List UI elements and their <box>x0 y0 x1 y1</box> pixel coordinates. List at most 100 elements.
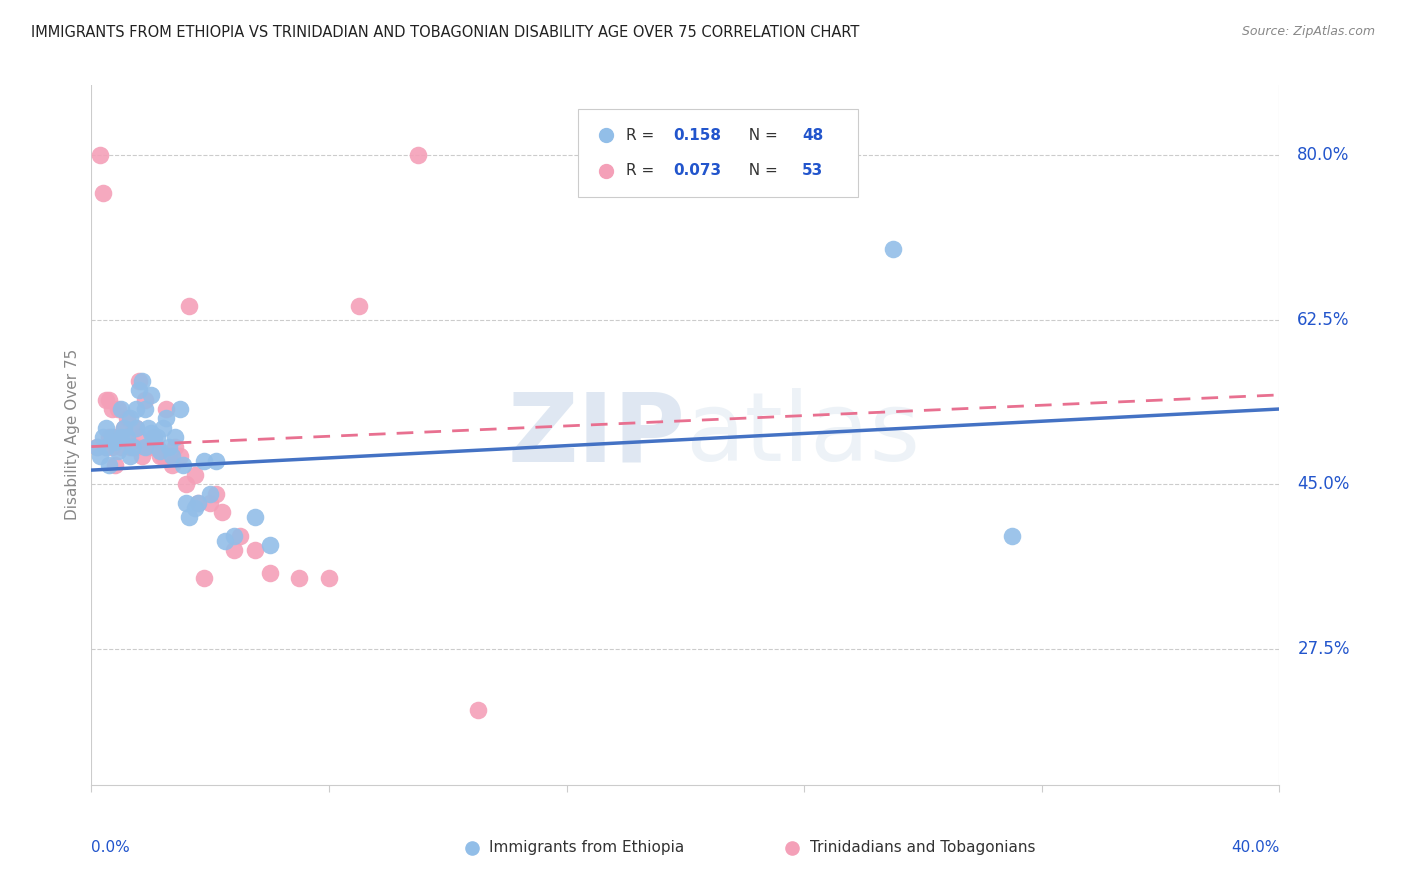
Point <box>118 440 141 454</box>
Point <box>193 571 215 585</box>
Point <box>107 444 129 458</box>
Point <box>125 402 148 417</box>
Point <box>176 496 198 510</box>
Point <box>125 421 148 435</box>
Point <box>155 402 177 417</box>
Point <box>118 449 141 463</box>
Point <box>184 467 207 482</box>
Point <box>145 440 167 454</box>
Point <box>200 486 222 500</box>
Point <box>163 430 186 444</box>
Point <box>160 458 183 473</box>
Point <box>139 388 162 402</box>
Point <box>131 374 153 388</box>
Text: 45.0%: 45.0% <box>1298 475 1350 493</box>
Point <box>149 444 172 458</box>
Point <box>152 421 174 435</box>
Point <box>136 421 159 435</box>
Point <box>259 566 281 581</box>
Point <box>160 449 183 463</box>
Point <box>200 496 222 510</box>
Text: 0.073: 0.073 <box>673 163 721 178</box>
Point <box>107 402 129 417</box>
Point <box>205 453 228 467</box>
Point <box>96 421 118 435</box>
Point <box>157 440 180 454</box>
Point <box>243 510 266 524</box>
Text: 53: 53 <box>801 163 823 178</box>
Text: 40.0%: 40.0% <box>1232 840 1279 855</box>
Point <box>96 440 118 454</box>
Point <box>89 148 111 162</box>
Point <box>205 486 228 500</box>
Point <box>112 421 135 435</box>
Point <box>104 434 127 449</box>
Point <box>118 411 141 425</box>
Point <box>155 411 177 425</box>
Point <box>184 500 207 515</box>
Y-axis label: Disability Age Over 75: Disability Age Over 75 <box>65 350 80 520</box>
Text: 0.158: 0.158 <box>673 128 721 143</box>
Point <box>89 449 111 463</box>
Text: 0.0%: 0.0% <box>91 840 131 855</box>
Point <box>98 458 121 473</box>
Point <box>406 148 429 162</box>
Point <box>163 440 186 454</box>
Point <box>110 402 132 417</box>
Point <box>193 453 215 467</box>
Point <box>128 374 150 388</box>
Point <box>134 440 156 454</box>
Text: Immigrants from Ethiopia: Immigrants from Ethiopia <box>489 840 685 855</box>
Point <box>101 402 124 417</box>
Text: IMMIGRANTS FROM ETHIOPIA VS TRINIDADIAN AND TOBAGONIAN DISABILITY AGE OVER 75 CO: IMMIGRANTS FROM ETHIOPIA VS TRINIDADIAN … <box>31 25 859 40</box>
Point <box>136 440 159 454</box>
Text: ZIP: ZIP <box>508 388 685 482</box>
Point <box>125 421 148 435</box>
Point <box>172 458 194 473</box>
Point <box>222 529 245 543</box>
Point <box>128 430 150 444</box>
Text: R =: R = <box>626 128 659 143</box>
Point <box>169 449 191 463</box>
Point <box>318 571 340 585</box>
Point <box>115 430 138 444</box>
Point <box>347 299 370 313</box>
Point <box>125 440 148 454</box>
Point <box>187 496 209 510</box>
Point <box>128 383 150 397</box>
Point <box>1367 76 1389 90</box>
Text: Trinidadians and Tobagonians: Trinidadians and Tobagonians <box>810 840 1036 855</box>
Point <box>98 430 121 444</box>
Text: 48: 48 <box>801 128 823 143</box>
Point <box>115 411 138 425</box>
Text: Source: ZipAtlas.com: Source: ZipAtlas.com <box>1241 25 1375 38</box>
Point <box>134 392 156 407</box>
Point <box>288 571 311 585</box>
Point <box>169 402 191 417</box>
Point <box>131 449 153 463</box>
Point <box>152 449 174 463</box>
Point <box>86 440 108 454</box>
Point <box>96 440 118 454</box>
Point <box>229 529 252 543</box>
Point <box>222 543 245 558</box>
Point <box>91 186 114 200</box>
Point <box>187 496 209 510</box>
Point <box>98 392 121 407</box>
Point <box>145 430 167 444</box>
Point <box>211 505 233 519</box>
Point <box>179 510 201 524</box>
Point <box>91 430 114 444</box>
Point <box>467 703 489 717</box>
Point <box>104 430 127 444</box>
Point <box>259 538 281 552</box>
Point <box>176 477 198 491</box>
Point <box>134 402 156 417</box>
Point <box>157 449 180 463</box>
Point <box>882 242 904 256</box>
Text: R =: R = <box>626 163 659 178</box>
Point <box>96 392 118 407</box>
Point <box>142 430 165 444</box>
Point <box>122 440 145 454</box>
Point <box>104 458 127 473</box>
